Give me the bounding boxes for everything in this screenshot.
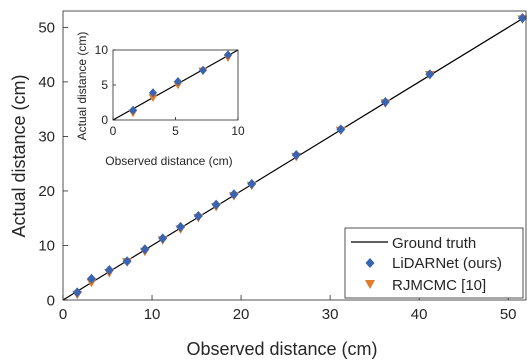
main-lidarnet-point [425,69,435,80]
inset-lidarnet-point [223,50,233,60]
inset-x-tick-label: 0 [110,124,117,138]
main-y-tick-label: 30 [38,129,55,146]
main-x-tick-label: 50 [500,306,517,323]
main-lidarnet-point [158,233,168,244]
main-x-axis-label: Observed distance (cm) [186,339,377,359]
main-lidarnet-point [291,149,301,160]
inset-y-tick-label: 5 [101,78,108,92]
legend-label-lidarnet: LiDARNet (ours) [392,255,502,272]
inset-ticks: 0 5 10 0 5 10 [95,43,245,138]
main-plot-layer [62,13,527,301]
inset-x-tick-label: 5 [172,124,179,138]
inset-lidarnet-point [128,105,138,115]
inset-y-tick-label: 0 [101,113,108,127]
main-lidarnet-point [122,256,132,267]
inset-y-tick-label: 10 [95,43,109,57]
main-lidarnet-point [229,189,239,200]
main-y-tick-label: 10 [38,238,55,255]
main-lidarnet-point [193,211,203,222]
main-x-tick-label: 10 [144,306,161,323]
legend: Ground truth LiDARNet (ours) RJMCMC [10] [344,227,524,299]
main-x-tick-label: 0 [59,306,67,323]
main-x-tick-label: 20 [233,306,250,323]
main-y-tick-label: 40 [38,74,55,91]
main-y-tick-label: 0 [47,292,55,309]
main-lidarnet-point [140,244,150,255]
inset-chart: 0 5 10 0 5 10 Observed distance (cm) Actual d… [75,32,245,168]
inset-y-axis-label: Actual distance (cm) [75,32,89,141]
main-lidarnet-point [247,178,257,189]
inset-rjmcmc-point [148,94,158,102]
inset-lidarnet-point [173,77,183,86]
main-lidarnet-point [517,13,527,24]
main-lidarnet-point [104,265,114,276]
inset-lidarnet-point [148,88,158,98]
legend-diamond-marker [365,258,375,268]
legend-label-rjmcmc: RJMCMC [10] [392,277,486,294]
main-y-axis-label: Actual distance (cm) [9,74,29,237]
inset-lidarnet-point [198,65,208,75]
main-lidarnet-point [336,124,346,135]
main-y-tick-label: 50 [38,20,55,37]
main-lidarnet-point [176,221,186,232]
main-axes-box [62,10,527,301]
main-x-tick-label: 30 [322,306,339,323]
main-lidarnet-point [211,199,221,210]
main-lidarnet-point [380,97,390,108]
main-lidarnet-point [72,287,82,298]
main-lidarnet-point [86,273,96,284]
legend-label-ground-truth: Ground truth [392,235,476,252]
inset-x-axis-label: Observed distance (cm) [105,154,232,168]
legend-triangle-marker [365,280,375,289]
legend-box [344,227,524,299]
inset-plot-layer [112,49,239,121]
main-x-tick-label: 40 [411,306,428,323]
inset-x-tick-label: 10 [231,124,245,138]
main-y-tick-label: 20 [38,183,55,200]
